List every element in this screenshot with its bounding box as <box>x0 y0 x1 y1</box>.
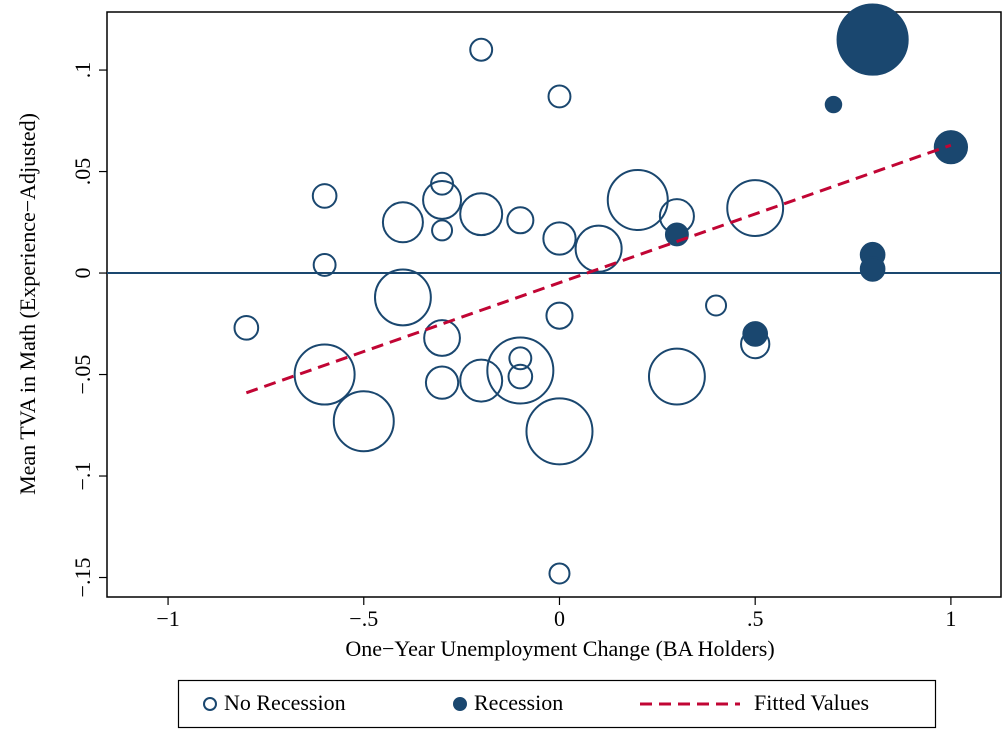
bubble <box>373 268 432 327</box>
bubble <box>430 171 455 196</box>
bubble <box>332 390 395 453</box>
x-tick-label: −.5 <box>349 606 378 631</box>
bubble <box>574 224 623 273</box>
legend-label: No Recession <box>224 690 346 715</box>
bubble <box>824 95 843 114</box>
bubble <box>933 130 969 165</box>
bubble <box>459 358 504 403</box>
y-tick-label: .1 <box>70 62 95 79</box>
bubble <box>506 206 535 235</box>
x-tick-label: 1 <box>945 606 956 631</box>
bubble <box>548 562 571 585</box>
y-tick-label: .05 <box>70 158 95 186</box>
bubble <box>423 319 461 357</box>
legend-label: Recession <box>474 690 563 715</box>
y-axis-label: Mean TVA in Math (Experience−Adjusted) <box>15 113 40 495</box>
bubble <box>545 301 574 330</box>
y-tick-label: −.05 <box>70 355 95 395</box>
fit-line <box>245 143 952 395</box>
bubble <box>606 168 669 231</box>
x-axis-label: One−Year Unemployment Change (BA Holders… <box>345 636 774 661</box>
bubble <box>507 363 534 390</box>
bubble <box>311 183 338 209</box>
bubble <box>742 321 769 347</box>
bubble <box>293 343 356 406</box>
bubble <box>486 336 555 405</box>
bubble <box>422 179 463 220</box>
bubble <box>525 397 594 466</box>
legend-box <box>177 679 937 729</box>
y-tick-label: −.1 <box>70 462 95 491</box>
bubble <box>469 37 494 62</box>
bubble <box>424 365 460 400</box>
bubble <box>547 84 572 109</box>
legend-label: Fitted Values <box>754 690 869 715</box>
bubble <box>836 3 909 76</box>
legend-swatch <box>203 697 217 711</box>
plot-frame <box>106 11 1002 598</box>
bubble <box>859 256 886 282</box>
bubble <box>705 294 728 317</box>
bubble <box>459 192 504 237</box>
x-tick-label: 0 <box>554 606 565 631</box>
bubble <box>312 252 337 277</box>
bubble <box>431 219 454 242</box>
y-tick-label: −.15 <box>70 558 95 598</box>
x-tick-label: .5 <box>747 606 764 631</box>
bubble <box>542 221 577 256</box>
bubble <box>381 201 424 244</box>
y-tick-label: 0 <box>70 268 95 279</box>
x-tick-label: −1 <box>156 606 179 631</box>
bubble <box>233 315 260 341</box>
bubble <box>726 179 785 238</box>
bubble <box>508 346 533 371</box>
bubble <box>647 347 706 406</box>
legend-swatch <box>453 697 467 711</box>
